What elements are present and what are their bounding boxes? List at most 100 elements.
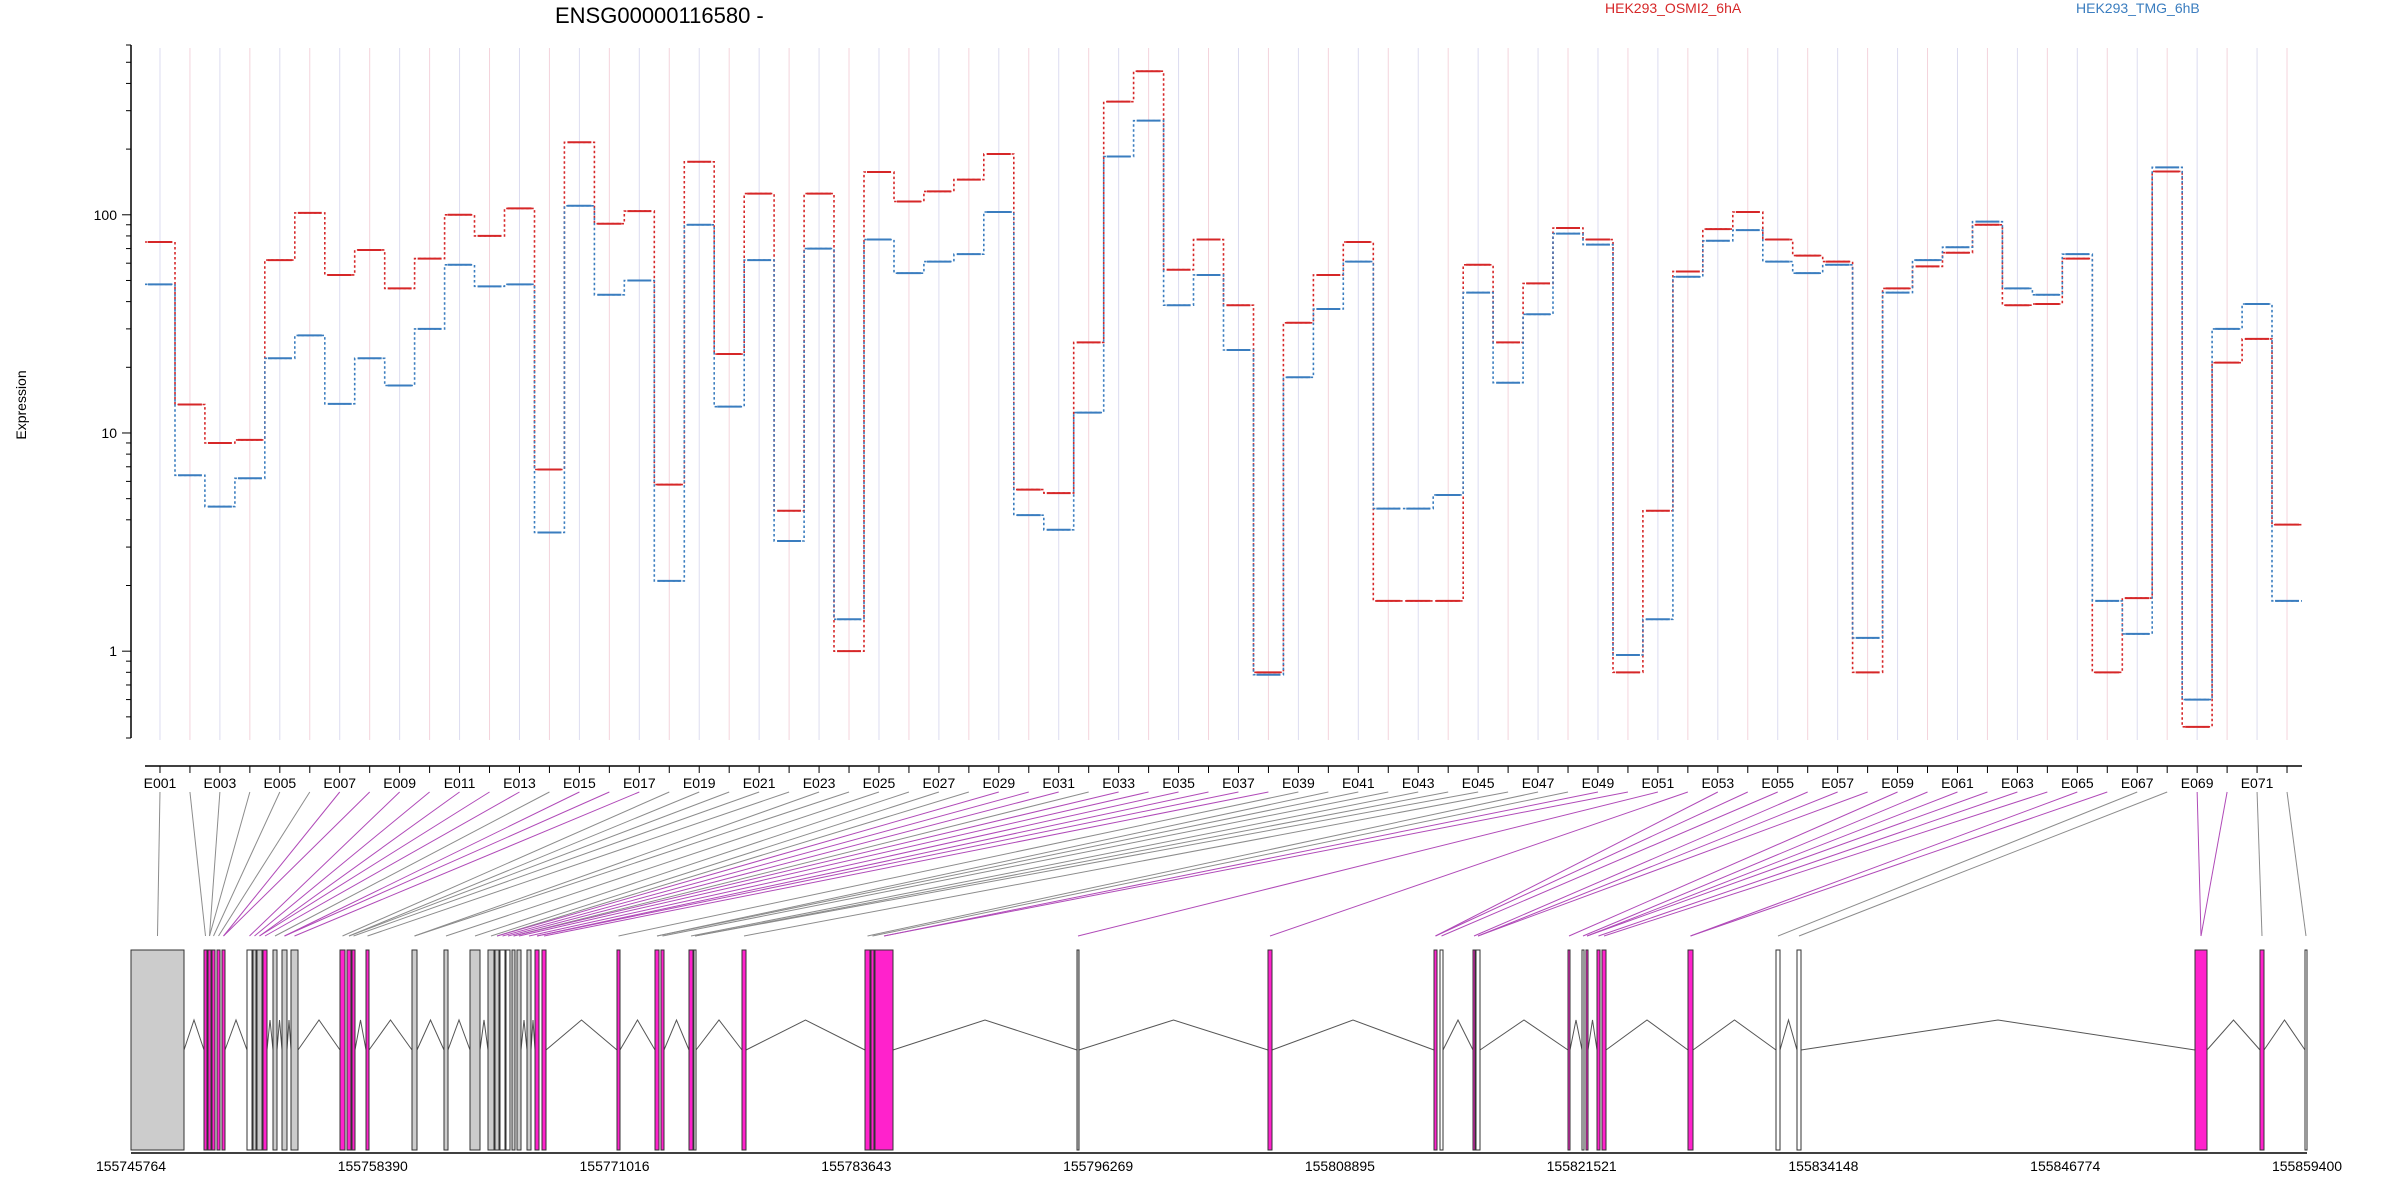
- exon-connector: [284, 791, 580, 937]
- genomic-tick-label: 155758390: [338, 1158, 408, 1174]
- exon-connector: [536, 791, 1239, 937]
- exon-box: [211, 949, 216, 1151]
- x-tick-label: E013: [503, 775, 536, 791]
- y-axis-label: Expression: [13, 370, 29, 439]
- exon-connector: [502, 791, 1029, 937]
- exon-connector: [536, 791, 1209, 937]
- exon-connector: [367, 791, 790, 937]
- exon-box: [1601, 949, 1607, 1151]
- x-tick-label: E045: [1462, 775, 1495, 791]
- exon-connector: [2256, 791, 2263, 937]
- exon-connector: [353, 791, 760, 937]
- exon-connector: [1586, 791, 1988, 937]
- x-tick-label: E041: [1342, 775, 1375, 791]
- intron: [479, 1019, 489, 1051]
- exon-box: [693, 949, 697, 1151]
- exon-box: [339, 949, 346, 1151]
- exon-box: [272, 949, 278, 1151]
- exon-connector: [348, 791, 700, 937]
- exon-box: [290, 949, 299, 1151]
- exon-box: [874, 949, 894, 1151]
- genomic-tick-label: 155796269: [1063, 1158, 1133, 1174]
- x-tick-label: E001: [144, 775, 177, 791]
- x-tick-label: E055: [1761, 775, 1794, 791]
- genomic-tick-label: 155808895: [1305, 1158, 1375, 1174]
- genomic-tick-label: 155745764: [96, 1158, 166, 1174]
- x-tick-label: E047: [1522, 775, 1555, 791]
- x-tick-label: E035: [1162, 775, 1195, 791]
- intron: [695, 1019, 743, 1051]
- exon-connector: [1077, 791, 1659, 937]
- x-tick-label: E049: [1582, 775, 1615, 791]
- exon-connector: [294, 791, 640, 937]
- intron: [1479, 1019, 1569, 1051]
- intron: [2206, 1019, 2261, 1051]
- x-tick-label: E003: [204, 775, 237, 791]
- intron: [892, 1019, 1078, 1051]
- intron: [745, 1019, 866, 1051]
- series-line: [145, 70, 2302, 728]
- exon-box: [469, 949, 481, 1151]
- x-tick-label: E031: [1042, 775, 1075, 791]
- exon-connector: [690, 791, 1419, 937]
- exon-box: [870, 949, 875, 1151]
- exon-connector: [1435, 791, 1719, 937]
- intron: [1442, 1018, 1474, 1051]
- exon-connector: [743, 791, 1509, 937]
- x-tick-label: E065: [2061, 775, 2094, 791]
- x-tick-label: E051: [1642, 775, 1675, 791]
- x-tick-label: E029: [982, 775, 1015, 791]
- exon-box: [281, 949, 288, 1151]
- exon-box: [1796, 949, 1802, 1151]
- intron: [1078, 1019, 1269, 1051]
- exon-box: [221, 949, 226, 1151]
- exon-box: [1433, 949, 1438, 1151]
- y-axis: 1 10 100: [94, 44, 132, 739]
- exon-box: [534, 949, 540, 1151]
- exon-connector: [1690, 791, 2108, 937]
- x-tick-label: E011: [444, 775, 476, 791]
- genomic-tick-label: 155859400: [2272, 1158, 2342, 1174]
- genomic-tick-label: 155783643: [821, 1158, 891, 1174]
- intron: [447, 1018, 471, 1051]
- exon-connector: [223, 791, 371, 937]
- exon-connector: [496, 791, 970, 937]
- exon-box: [203, 949, 208, 1151]
- exon-box: [541, 949, 547, 1151]
- intron: [286, 1019, 292, 1051]
- exon-connector: [414, 791, 850, 937]
- exon-box: [688, 949, 694, 1151]
- genomic-tick-label: 155821521: [1547, 1158, 1617, 1174]
- exon-connector: [209, 791, 221, 937]
- exon-connector: [342, 791, 670, 937]
- exon-box: [616, 949, 621, 1151]
- exon-connector: [872, 791, 1569, 937]
- x-axis: E001 E003 E005 E007 E009 E011 E013 E015 E017 E019…: [144, 765, 2302, 791]
- exon-box: [499, 949, 506, 1151]
- exon-connector: [1477, 791, 1838, 937]
- exon-connector: [2200, 791, 2228, 937]
- exon-connector: [1598, 791, 2018, 937]
- exon-box: [1267, 949, 1273, 1151]
- exon-connector: [694, 791, 1479, 937]
- exon-connector: [249, 791, 400, 937]
- exon-connector: [414, 791, 820, 937]
- intron: [530, 1019, 536, 1051]
- exon-connector: [1586, 791, 1958, 937]
- exon-box: [1581, 949, 1585, 1151]
- exon-box: [487, 949, 495, 1151]
- y-tick-label: 10: [101, 425, 117, 441]
- exon-box: [505, 949, 511, 1151]
- exon-connector: [528, 791, 1179, 937]
- exon-box: [1585, 949, 1589, 1151]
- exon-box: [516, 949, 522, 1151]
- legend-series-osmi2: HEK293_OSMI2_6hA: [1605, 0, 1742, 16]
- exon-box: [2304, 949, 2308, 1151]
- intron: [545, 1019, 618, 1051]
- intron: [266, 1019, 274, 1051]
- exon-connector: [1435, 791, 1748, 937]
- exon-box: [130, 949, 185, 1151]
- genomic-tick-label: 155846774: [2030, 1158, 2100, 1174]
- exon-box: [262, 949, 268, 1151]
